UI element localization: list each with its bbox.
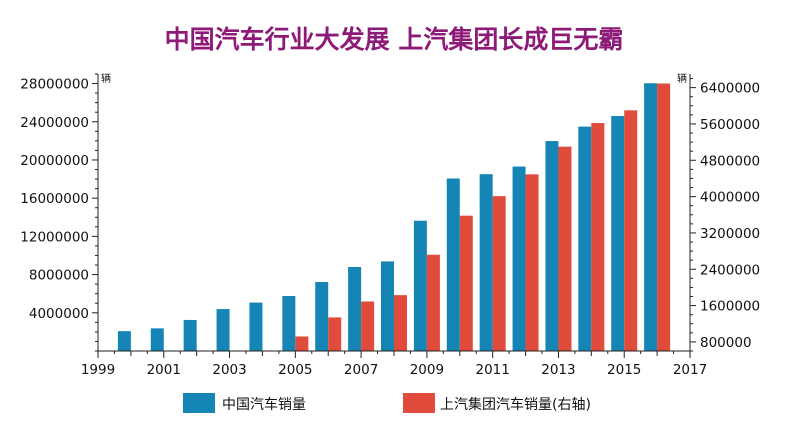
china-sales-bar-2006 bbox=[315, 282, 329, 351]
x-tick-label: 2005 bbox=[278, 362, 312, 378]
left-tick-label: 4000000 bbox=[29, 306, 89, 322]
left-y-unit: 辆 bbox=[101, 72, 111, 85]
china-sales-bar-2002 bbox=[183, 319, 197, 351]
china-sales-bar-2008 bbox=[381, 261, 394, 351]
right-y-unit: 辆 bbox=[677, 72, 687, 85]
china-sales-bar-2000 bbox=[117, 331, 131, 351]
x-tick-label: 1999 bbox=[81, 362, 115, 378]
right-tick-label: 3200000 bbox=[700, 226, 760, 242]
china-sales-bar-2010 bbox=[446, 178, 460, 351]
right-tick-label: 6400000 bbox=[700, 81, 760, 97]
saic-sales-bar-2016 bbox=[657, 83, 671, 351]
legend: 中国汽车销量 上汽集团汽车销量(右轴) bbox=[183, 393, 591, 413]
right-tick-label: 4000000 bbox=[700, 190, 760, 206]
saic-sales-bar-2008 bbox=[394, 295, 407, 351]
saic-sales-bar-2012 bbox=[525, 174, 539, 351]
china-sales-bar-2013 bbox=[545, 141, 559, 351]
china-sales-bar-2003 bbox=[216, 309, 230, 351]
left-series-bars bbox=[117, 83, 658, 352]
left-y-ticks: 4000000 8000000 12000000 16000000 20000000 24… bbox=[20, 73, 98, 352]
legend-label-china-sales: 中国汽车销量 bbox=[222, 396, 306, 413]
right-series-bars bbox=[295, 83, 671, 351]
x-tick-label: 2015 bbox=[607, 362, 641, 378]
china-sales-bar-2011 bbox=[479, 174, 493, 351]
right-tick-label: 4800000 bbox=[700, 153, 760, 169]
x-tick-label: 2007 bbox=[344, 362, 378, 378]
left-tick-label: 12000000 bbox=[20, 229, 89, 245]
china-sales-bar-2016 bbox=[644, 83, 658, 352]
chart-title: 中国汽车行业大发展 上汽集团长成巨无霸 bbox=[165, 25, 624, 54]
x-tick-label: 2009 bbox=[410, 362, 444, 378]
left-tick-label: 16000000 bbox=[20, 191, 89, 207]
legend-label-saic-sales: 上汽集团汽车销量(右轴) bbox=[440, 396, 591, 413]
right-y-ticks: 800000 1600000 2400000 3200000 4000000 480000… bbox=[690, 78, 760, 352]
right-tick-label: 1600000 bbox=[700, 299, 760, 315]
x-ticks: 1999 2001 2003 2005 2007 2009 2011 2013 2015 2017 bbox=[81, 351, 707, 378]
china-sales-bar-2004 bbox=[249, 302, 263, 351]
x-tick-label: 2003 bbox=[212, 362, 246, 378]
saic-sales-bar-2006 bbox=[328, 317, 342, 351]
legend-swatch-saic-sales bbox=[403, 393, 435, 413]
china-sales-bar-2007 bbox=[348, 267, 362, 351]
saic-sales-bar-2013 bbox=[558, 146, 572, 351]
china-sales-bar-2009 bbox=[413, 220, 427, 351]
left-tick-label: 28000000 bbox=[20, 77, 89, 93]
left-tick-label: 8000000 bbox=[29, 268, 89, 284]
saic-sales-bar-2015 bbox=[624, 110, 638, 351]
saic-sales-bar-2009 bbox=[426, 254, 440, 351]
x-tick-label: 2011 bbox=[475, 362, 509, 378]
saic-sales-bar-2010 bbox=[459, 215, 473, 351]
x-tick-label: 2001 bbox=[147, 362, 181, 378]
china-sales-bar-2012 bbox=[512, 166, 526, 351]
saic-sales-bar-2014 bbox=[591, 123, 605, 351]
legend-swatch-china-sales bbox=[183, 393, 215, 413]
left-tick-label: 20000000 bbox=[20, 153, 89, 169]
china-sales-bar-2005 bbox=[282, 295, 296, 351]
x-tick-label: 2013 bbox=[541, 362, 575, 378]
china-sales-bar-2015 bbox=[611, 116, 625, 351]
left-tick-label: 24000000 bbox=[20, 115, 89, 131]
china-sales-bar-2001 bbox=[150, 328, 164, 351]
saic-sales-bar-2007 bbox=[361, 301, 375, 351]
china-sales-bar-2014 bbox=[578, 126, 592, 351]
right-tick-label: 5600000 bbox=[700, 117, 760, 133]
x-tick-label: 2017 bbox=[673, 362, 707, 378]
right-tick-label: 2400000 bbox=[700, 262, 760, 278]
saic-sales-bar-2005 bbox=[295, 336, 309, 351]
right-tick-label: 800000 bbox=[700, 335, 752, 351]
saic-sales-bar-2011 bbox=[492, 196, 506, 351]
